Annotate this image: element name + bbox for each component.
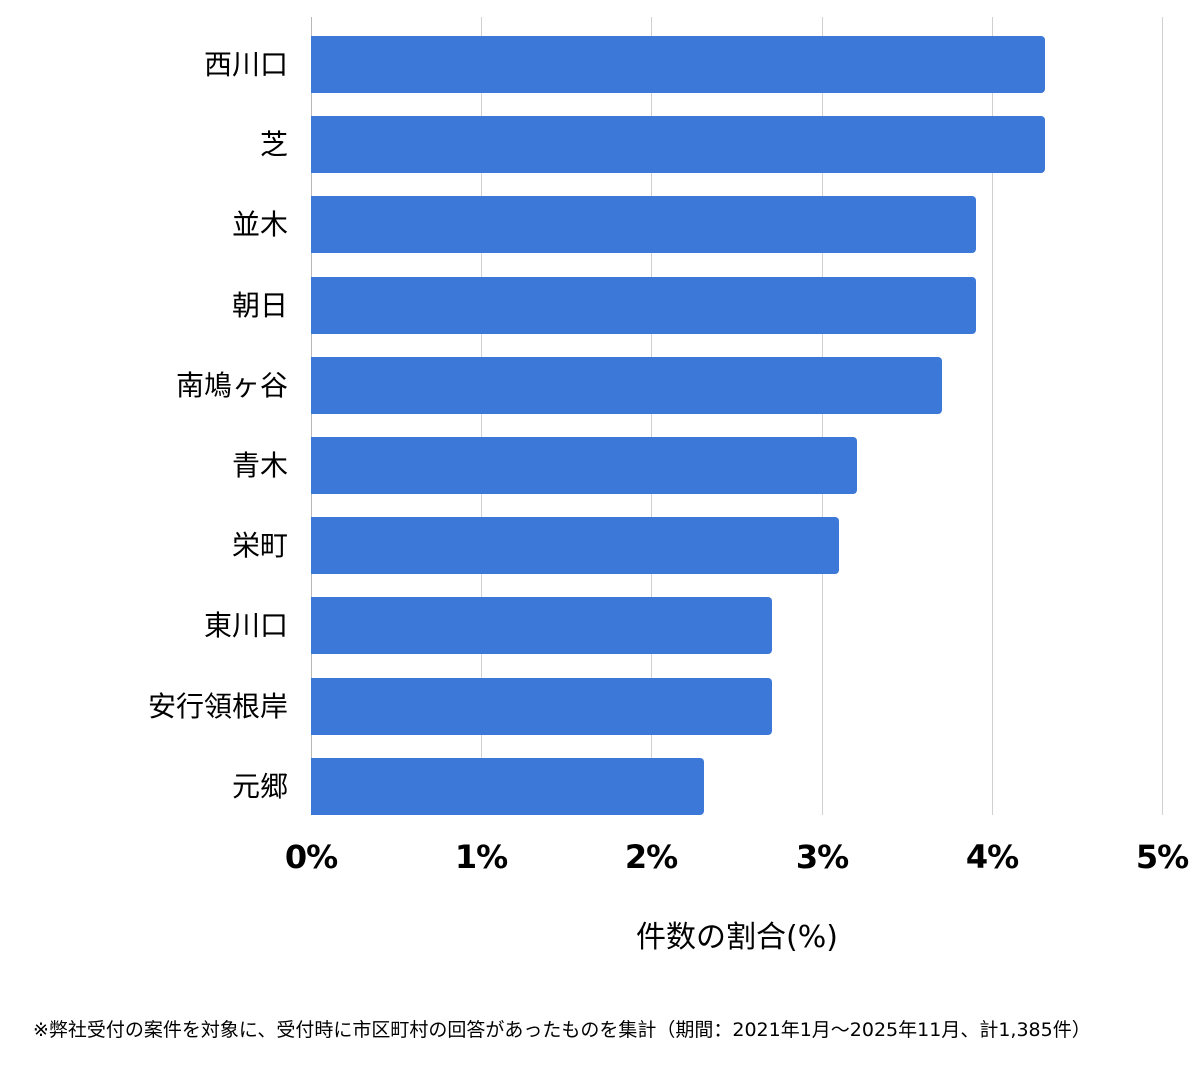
x-tick-label: 5% — [1135, 838, 1189, 876]
x-tick-label: 2% — [624, 838, 678, 876]
bar — [311, 597, 772, 654]
category-label: 栄町 — [231, 529, 288, 562]
category-label: 安行領根岸 — [147, 690, 288, 723]
category-label: 西川口 — [203, 48, 288, 81]
x-tick-label: 1% — [454, 838, 508, 876]
category-label: 朝日 — [231, 289, 288, 322]
bar — [311, 36, 1045, 93]
category-label: 南鳩ヶ谷 — [175, 369, 288, 402]
bar — [311, 678, 772, 735]
x-axis-label: 件数の割合(%) — [636, 920, 838, 955]
gridline — [822, 17, 823, 815]
gridline — [311, 17, 312, 815]
gridline — [1162, 17, 1163, 815]
bar — [311, 517, 839, 574]
bar — [311, 277, 976, 334]
category-label: 並木 — [231, 208, 288, 241]
gridline — [481, 17, 482, 815]
bar — [311, 437, 857, 494]
bar — [311, 196, 976, 253]
category-label: 元郷 — [231, 770, 288, 803]
x-tick-label: 3% — [795, 838, 849, 876]
category-label: 東川口 — [203, 609, 288, 642]
category-label: 芝 — [259, 128, 288, 161]
category-label: 青木 — [231, 449, 288, 482]
bar — [311, 116, 1045, 173]
x-tick-label: 0% — [284, 838, 338, 876]
gridline — [651, 17, 652, 815]
bar — [311, 357, 942, 414]
bar — [311, 758, 704, 815]
x-tick-label: 4% — [965, 838, 1019, 876]
footnote: ※弊社受付の案件を対象に、受付時に市区町村の回答があったものを集計（期間：202… — [33, 1019, 1091, 1041]
gridline — [992, 17, 993, 815]
